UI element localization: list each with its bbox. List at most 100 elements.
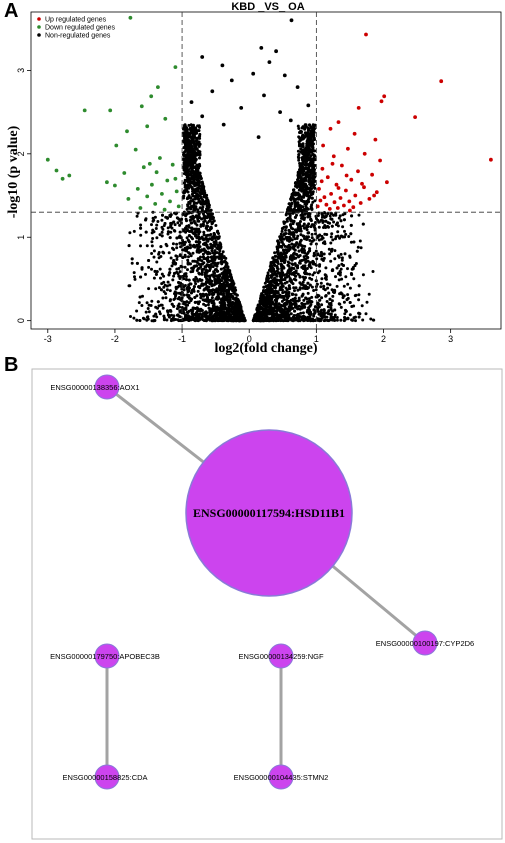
- cloud-point: [189, 129, 193, 133]
- cloud-point: [133, 277, 137, 281]
- cloud-point: [227, 302, 231, 305]
- cloud-point: [357, 293, 361, 297]
- cloud-point: [314, 249, 318, 253]
- cloud-point: [258, 307, 262, 311]
- cloud-point: [152, 230, 156, 234]
- cloud-point: [178, 305, 182, 309]
- cloud-point: [288, 301, 292, 305]
- cloud-point: [175, 255, 179, 259]
- cloud-point: [141, 316, 145, 320]
- cloud-point: [161, 296, 165, 300]
- cloud-point: [204, 269, 208, 273]
- cloud-point: [167, 273, 171, 277]
- cloud-point: [159, 245, 163, 249]
- cloud-point: [173, 271, 176, 275]
- cloud-point: [337, 216, 341, 220]
- cloud-point: [193, 208, 197, 212]
- cloud-point: [207, 265, 211, 269]
- cloud-point: [212, 232, 216, 235]
- cloud-point: [296, 234, 300, 238]
- cloud-point: [194, 282, 198, 286]
- cloud-point: [187, 301, 191, 305]
- cloud-point: [339, 305, 343, 309]
- cloud-point: [310, 277, 314, 281]
- cloud-point: [312, 238, 316, 242]
- cloud-point: [297, 296, 301, 300]
- cloud-point: [178, 277, 182, 280]
- cloud-point: [196, 289, 200, 293]
- cloud-point: [206, 239, 210, 243]
- cloud-point: [225, 277, 229, 281]
- cloud-point: [319, 285, 323, 289]
- cloud-point: [333, 313, 337, 317]
- cloud-point: [308, 272, 312, 276]
- cloud-point: [193, 279, 197, 283]
- cloud-point: [132, 316, 136, 320]
- cloud-point: [326, 286, 330, 290]
- cloud-point: [195, 223, 199, 227]
- cloud-point: [365, 300, 369, 304]
- cloud-point: [205, 244, 209, 248]
- cloud-point: [306, 225, 310, 228]
- cloud-point: [307, 148, 311, 152]
- cloud-point: [178, 270, 182, 274]
- cloud-point: [224, 306, 228, 310]
- cloud-point: [338, 236, 342, 240]
- cloud-point: [144, 272, 147, 276]
- cloud-point: [220, 301, 224, 305]
- cloud-point: [160, 234, 164, 238]
- cloud-point: [152, 276, 156, 280]
- cloud-point: [208, 269, 212, 272]
- cloud-point: [311, 147, 315, 150]
- cloud-point: [197, 213, 201, 217]
- cloud-point: [360, 304, 364, 308]
- cloud-point: [185, 236, 189, 240]
- cloud-point: [177, 302, 181, 306]
- cloud-point: [303, 305, 307, 309]
- cloud-point: [284, 226, 288, 229]
- cloud-point: [158, 312, 162, 316]
- cloud-point: [209, 208, 213, 212]
- cloud-point: [177, 296, 181, 299]
- cloud-point: [301, 283, 305, 287]
- cloud-point: [187, 294, 191, 298]
- cloud-point: [236, 318, 240, 322]
- cloud-point: [255, 319, 258, 323]
- cloud-point: [198, 180, 202, 184]
- cloud-point: [189, 123, 193, 127]
- cloud-point: [293, 193, 297, 197]
- cloud-point: [192, 285, 196, 289]
- cloud-point: [192, 132, 196, 136]
- cloud-point: [154, 305, 158, 309]
- cloud-point: [128, 231, 132, 235]
- cloud-point: [289, 255, 293, 259]
- cloud-point: [210, 292, 214, 296]
- cloud-point: [140, 304, 144, 307]
- cloud-point: [353, 264, 357, 267]
- cloud-point: [341, 213, 345, 217]
- cloud-point: [154, 227, 158, 230]
- cloud-point: [312, 289, 316, 292]
- cloud-point: [346, 316, 350, 320]
- cloud-point: [212, 308, 216, 312]
- cloud-point: [352, 277, 356, 281]
- cloud-point: [175, 307, 179, 311]
- cloud-point: [294, 269, 298, 273]
- cloud-point: [283, 318, 287, 322]
- cloud-point: [192, 191, 196, 195]
- cloud-point: [272, 259, 276, 263]
- cloud-point: [272, 284, 275, 288]
- cloud-point: [307, 222, 311, 226]
- cloud-point: [224, 279, 228, 283]
- cloud-point: [309, 303, 313, 307]
- cloud-point: [135, 318, 139, 322]
- cloud-point: [155, 236, 159, 240]
- cloud-point: [293, 305, 297, 309]
- cloud-point: [275, 265, 279, 269]
- cloud-point: [173, 292, 177, 296]
- cloud-point: [127, 284, 131, 288]
- cloud-point: [299, 204, 303, 208]
- cloud-point: [348, 254, 352, 258]
- cloud-point: [193, 300, 197, 304]
- cloud-point: [305, 202, 309, 206]
